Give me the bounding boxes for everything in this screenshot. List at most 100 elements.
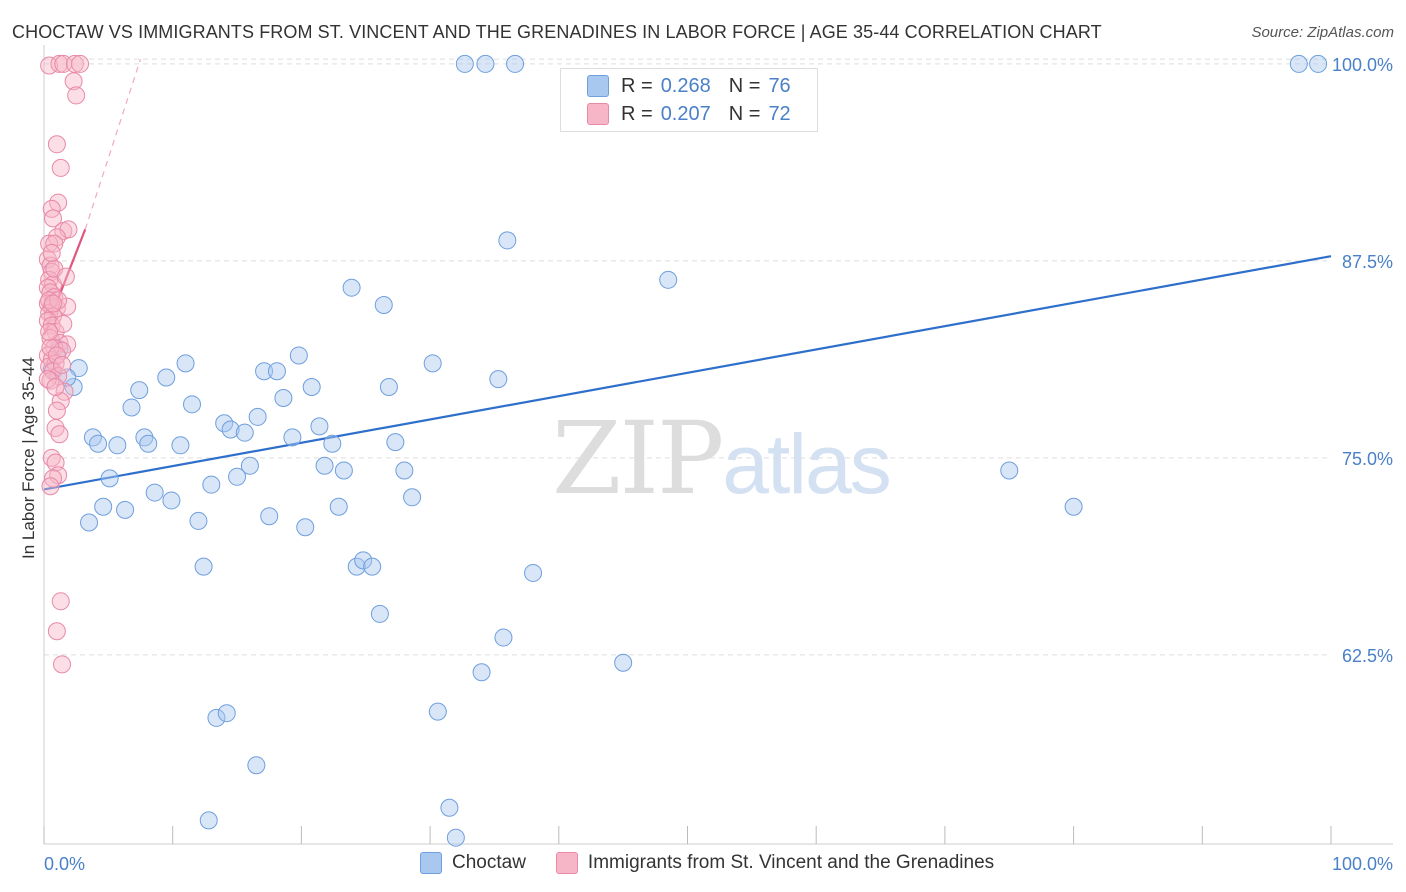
legend-item-choctaw: Choctaw [420, 852, 526, 874]
x-tick-label-max: 100.0% [1332, 854, 1393, 874]
choctaw-point [228, 467, 247, 486]
choctaw-point [363, 557, 382, 576]
choctaw-point [455, 54, 474, 73]
choctaw-point [157, 368, 176, 387]
choctaw-point [267, 362, 286, 381]
immigrants-point [41, 477, 60, 496]
choctaw-point [659, 270, 678, 289]
choctaw-point [370, 604, 389, 623]
choctaw-point [89, 434, 108, 453]
choctaw-point [440, 798, 459, 817]
immigrants-point [53, 355, 72, 374]
choctaw-point [428, 702, 447, 721]
legend-n-value: 72 [768, 102, 791, 125]
choctaw-point [476, 54, 495, 73]
immigrants-point [40, 322, 59, 341]
choctaw-point [221, 420, 240, 439]
choctaw-point [386, 433, 405, 452]
choctaw-point [524, 563, 543, 582]
grid-lines [44, 58, 1331, 656]
legend-swatch-immigrants [555, 852, 578, 874]
x-tick-label-min: 0.0% [44, 854, 85, 874]
choctaw-point [130, 381, 149, 400]
choctaw-point [506, 54, 525, 73]
immigrants-point [67, 86, 86, 105]
legend-item-immigrants: Immigrants from St. Vincent and the Gren… [555, 852, 994, 874]
choctaw-point [202, 475, 221, 494]
y-tick-label: 75.0% [1342, 449, 1393, 469]
legend-n-label: N = [728, 74, 761, 97]
legend-n-value: 76 [768, 74, 791, 97]
choctaw-point [274, 389, 293, 408]
choctaw-trend-line [43, 255, 1332, 491]
choctaw-point [472, 663, 491, 682]
choctaw-point [194, 557, 213, 576]
choctaw-point [395, 461, 414, 480]
choctaw-point [94, 497, 113, 516]
choctaw-point [235, 423, 254, 442]
choctaw-point [189, 511, 208, 530]
immigrants-point [51, 592, 70, 611]
chart-source: Source: ZipAtlas.com [1251, 24, 1394, 41]
legend-row-choctaw: R = 0.268 N = 76 [587, 73, 791, 99]
immigrants-point [44, 294, 63, 313]
immigrants-point [50, 54, 69, 73]
choctaw-point [423, 354, 442, 373]
choctaw-point [64, 377, 83, 396]
immigrants-point [42, 244, 61, 263]
choctaw-point [207, 708, 226, 727]
watermark: ZIPatlas [552, 400, 892, 517]
legend-r-label: R = [621, 74, 653, 97]
legend-label-choctaw: Choctaw [452, 852, 526, 873]
choctaw-point [614, 653, 633, 672]
choctaw-point [289, 346, 308, 365]
choctaw-point [489, 370, 508, 389]
immigrants-point [44, 209, 63, 228]
choctaw-point [283, 428, 302, 447]
legend-n-label: N = [728, 102, 761, 125]
immigrants-point [47, 401, 66, 420]
y-tick-label: 100.0% [1332, 55, 1393, 75]
choctaw-point [100, 469, 119, 488]
choctaw-point [403, 488, 422, 507]
immigrants-trend-extension [84, 58, 142, 230]
choctaw-point [310, 417, 329, 436]
immigrants-point [51, 392, 70, 411]
choctaw-point [498, 231, 517, 250]
choctaw-point [183, 395, 202, 414]
choctaw-point [215, 414, 234, 433]
choctaw-point [315, 456, 334, 475]
immigrants-point [56, 267, 75, 286]
choctaw-point [217, 704, 236, 723]
choctaw-point [116, 500, 135, 519]
choctaw-point [248, 407, 267, 426]
choctaw-point [379, 377, 398, 396]
immigrants-point [49, 291, 68, 310]
legend-r-value: 0.207 [660, 102, 711, 125]
immigrants-point [47, 622, 66, 641]
choctaw-point [1000, 461, 1019, 480]
choctaw-point [80, 513, 99, 532]
correlation-legend: R = 0.268 N = 76 R = 0.207 N = 72 [560, 68, 818, 132]
choctaw-point [1309, 54, 1328, 73]
immigrants-point [58, 297, 77, 316]
immigrants-point [51, 158, 70, 177]
choctaw-point [347, 557, 366, 576]
immigrants-point [47, 346, 66, 365]
y-axis-label: In Labor Force | Age 35-44 [19, 357, 38, 559]
choctaw-point [145, 483, 164, 502]
data-points [38, 54, 1328, 847]
immigrants-point [55, 382, 74, 401]
legend-row-immigrants: R = 0.207 N = 72 [587, 101, 791, 127]
choctaw-point [342, 278, 361, 297]
choctaw-point [494, 628, 513, 647]
choctaw-point [162, 491, 181, 510]
choctaw-point [1289, 54, 1308, 73]
choctaw-point [302, 377, 321, 396]
choctaw-point [1064, 497, 1083, 516]
choctaw-point [374, 296, 393, 315]
choctaw-point [176, 354, 195, 373]
choctaw-point [139, 434, 158, 453]
immigrants-point [53, 655, 72, 674]
